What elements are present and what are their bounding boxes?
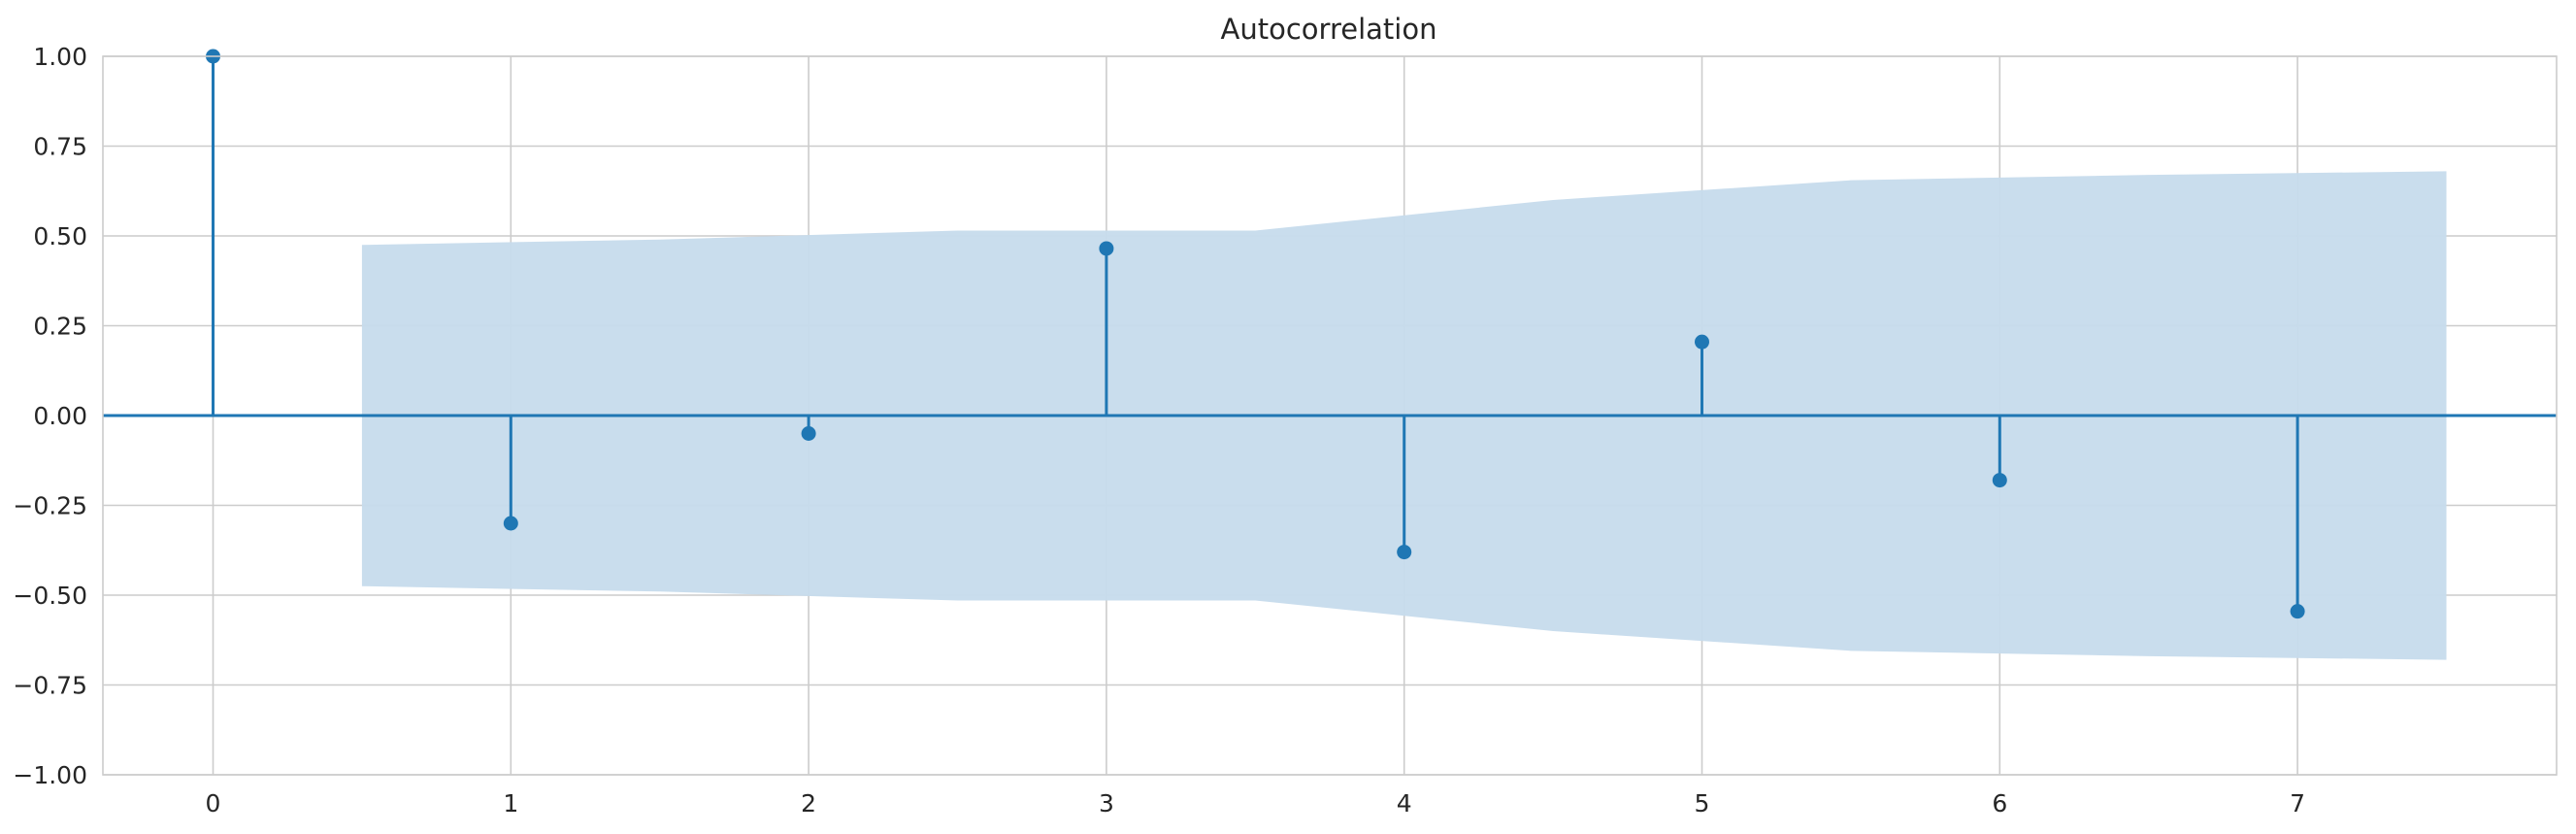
- x-tick-labels: 0 1 2 3 4 5 6 7: [206, 789, 2305, 817]
- x-tick-label: 4: [1397, 789, 1412, 817]
- y-tick-label: −1.00: [13, 761, 87, 789]
- y-tick-label: 0.00: [33, 402, 87, 430]
- y-tick-labels: 1.00 0.75 0.50 0.25 0.00 −0.25 −0.50 −0.75 −1.00: [13, 43, 87, 789]
- x-tick-label: 5: [1695, 789, 1710, 817]
- stem-layer: [206, 49, 2305, 619]
- y-tick-label: −0.25: [13, 492, 87, 520]
- point-lag-4: [1397, 545, 1412, 560]
- point-lag-6: [1992, 473, 2007, 488]
- chart-title: Autocorrelation: [1221, 13, 1437, 46]
- x-tick-label: 6: [1992, 789, 2007, 817]
- x-tick-label: 3: [1099, 789, 1114, 817]
- plot-frame: [102, 55, 2558, 776]
- x-tick-label: 7: [2290, 789, 2305, 817]
- y-tick-label: 0.75: [33, 133, 87, 161]
- point-lag-7: [2290, 604, 2305, 619]
- x-tick-label: 1: [503, 789, 518, 817]
- y-tick-label: −0.75: [13, 672, 87, 700]
- y-tick-label: 1.00: [33, 43, 87, 71]
- y-tick-label: 0.25: [33, 313, 87, 341]
- point-lag-2: [801, 426, 816, 441]
- plot-border: [102, 55, 2558, 776]
- point-lag-5: [1694, 334, 1709, 350]
- x-tick-label: 2: [801, 789, 816, 817]
- point-lag-1: [503, 516, 518, 531]
- point-lag-3: [1099, 241, 1114, 256]
- y-tick-label: −0.50: [13, 582, 87, 610]
- y-tick-label: 0.50: [33, 222, 87, 250]
- x-tick-label: 0: [206, 789, 221, 817]
